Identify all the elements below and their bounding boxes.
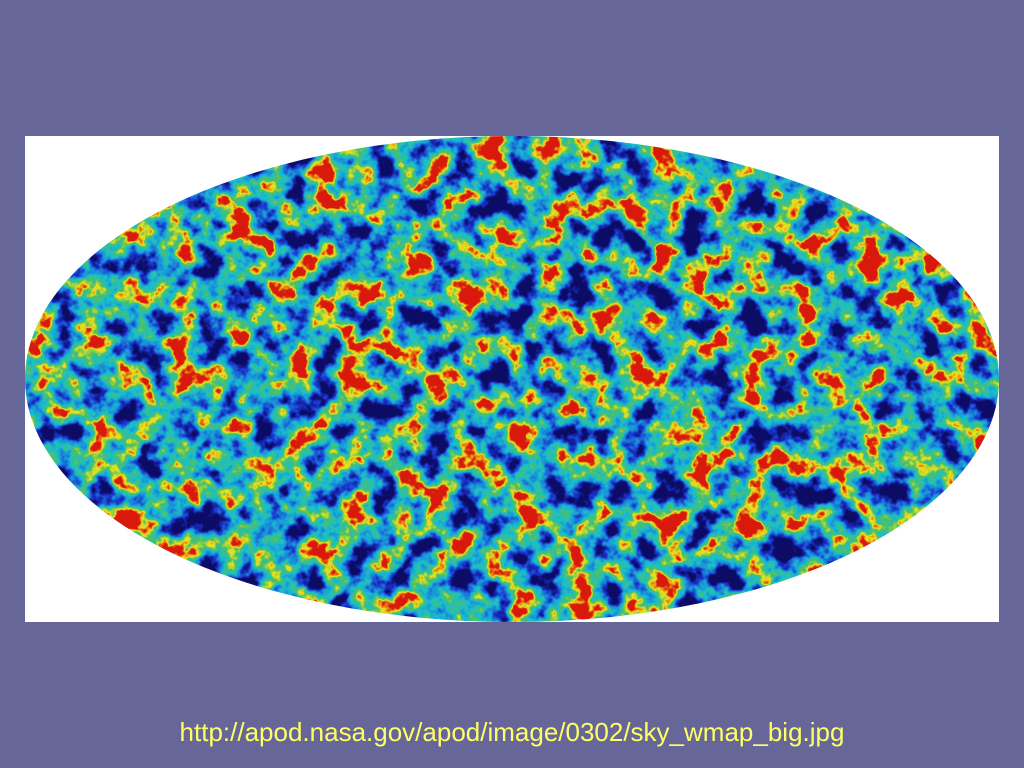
image-url-caption: http://apod.nasa.gov/apod/image/0302/sky… — [179, 717, 845, 747]
sky-map — [25, 136, 999, 622]
sky-map-texture — [25, 136, 999, 622]
sky-map-image — [25, 136, 999, 622]
